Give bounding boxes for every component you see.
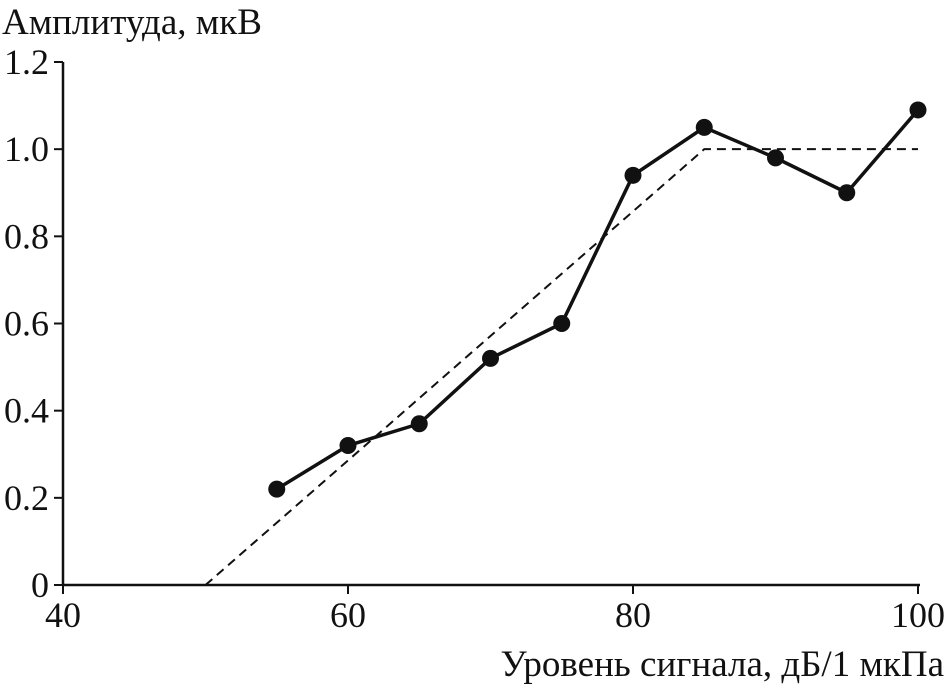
data-point [268,480,286,498]
x-tick-label: 60 [330,595,366,635]
x-tick-label: 100 [891,595,945,635]
series-line-measured [275,108,920,491]
data-point [838,184,856,202]
y-tick-label: 0.4 [4,391,49,431]
data-point [909,101,927,119]
x-tick-label: 40 [45,595,81,635]
x-axis-label: Уровень сигнала, дБ/1 мкПа [500,644,944,685]
series-line-approximation [204,148,918,586]
y-tick-label: 1.0 [4,129,49,169]
axes: 0 0.2 0.4 0.6 0.8 1.0 1.2 40 60 80 100 [4,42,945,635]
x-tick-label: 80 [615,595,651,635]
data-point [553,315,571,332]
data-point [767,149,784,167]
data-point [339,437,357,455]
data-point [695,118,713,136]
y-axis-label: Амплитуда, мкВ [2,2,262,43]
series-layer [204,101,927,586]
data-point [624,166,642,184]
y-tick-label: 0.2 [4,478,49,518]
y-tick-label: 0.6 [4,304,49,344]
data-point [410,415,428,433]
y-tick-label: 0 [31,565,49,605]
y-tick-label: 1.2 [4,42,49,82]
data-point [482,349,499,367]
y-tick-label: 0.8 [4,216,49,256]
